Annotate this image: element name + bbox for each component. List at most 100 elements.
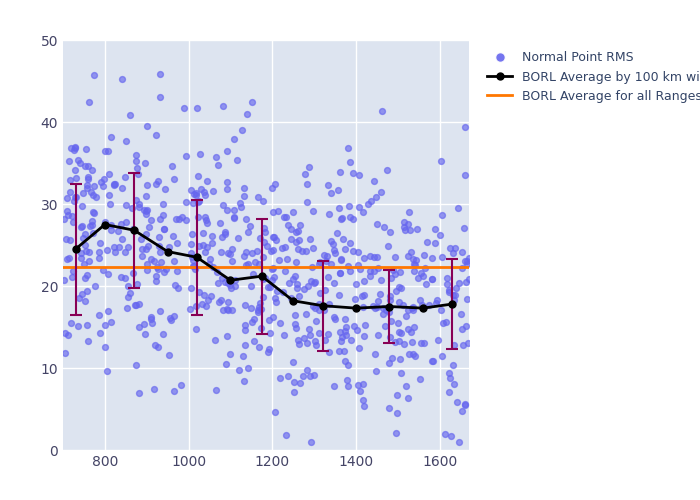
Point [172, 267, 183, 275]
Point [323, 182, 334, 190]
Point [402, 306, 413, 314]
Point [267, 184, 278, 192]
Point [199, 248, 210, 256]
Point [444, 288, 455, 296]
Point [217, 306, 228, 314]
Point [378, 304, 389, 312]
Point [334, 347, 345, 355]
Point [282, 220, 293, 228]
Point [267, 208, 279, 216]
Point [281, 432, 292, 440]
Point [60, 329, 71, 337]
Point [80, 298, 91, 306]
Point [282, 372, 293, 380]
Point [128, 270, 139, 278]
Point [226, 245, 237, 253]
Point [155, 70, 166, 78]
Point [132, 280, 143, 287]
Point [168, 312, 179, 320]
Point [300, 246, 312, 254]
Point [88, 182, 99, 190]
Point [150, 130, 162, 138]
Point [140, 210, 151, 218]
Point [323, 300, 335, 308]
Point [166, 316, 177, 324]
Point [390, 287, 401, 295]
Point [181, 216, 192, 224]
Point [428, 356, 439, 364]
Point [141, 180, 153, 188]
Point [281, 254, 293, 262]
Point [155, 258, 166, 266]
Point [358, 303, 369, 311]
Point [188, 262, 199, 270]
Point [77, 290, 88, 298]
Point [134, 323, 145, 331]
Point [252, 306, 263, 314]
Point [86, 166, 97, 174]
Point [416, 302, 428, 310]
Point [300, 310, 312, 318]
Point [255, 324, 266, 332]
Point [288, 388, 300, 396]
Point [243, 260, 254, 268]
Point [267, 313, 278, 321]
Point [214, 298, 225, 306]
Point [402, 394, 414, 402]
Point [410, 260, 421, 268]
Point [122, 244, 133, 252]
Point [150, 272, 162, 280]
Point [395, 268, 406, 276]
Point [269, 408, 280, 416]
Point [463, 254, 474, 262]
Point [203, 260, 214, 268]
Point [335, 328, 346, 336]
Point [148, 386, 159, 394]
Point [247, 270, 258, 278]
Point [437, 211, 448, 219]
Point [224, 280, 235, 288]
Point [225, 276, 236, 284]
Point [461, 295, 472, 303]
Point [132, 170, 144, 178]
Point [199, 191, 211, 199]
Point [434, 231, 445, 239]
Point [167, 232, 178, 240]
Point [407, 306, 419, 314]
Point [158, 268, 169, 276]
Point [202, 218, 213, 226]
Point [238, 192, 249, 200]
Point [407, 338, 418, 346]
Point [164, 350, 175, 358]
Point [188, 200, 199, 207]
Point [403, 220, 414, 228]
Point [235, 204, 246, 212]
Point [68, 146, 79, 154]
Point [403, 350, 414, 358]
Point [304, 372, 315, 380]
Point [340, 327, 351, 335]
Point [206, 232, 218, 240]
Point [193, 197, 204, 205]
Point [122, 282, 134, 290]
Point [98, 182, 109, 190]
Point [299, 334, 310, 342]
Point [144, 224, 155, 232]
Point [258, 276, 269, 283]
Point [400, 382, 412, 390]
Point [293, 292, 304, 300]
Point [190, 264, 201, 272]
Point [340, 332, 351, 340]
Point [158, 226, 169, 234]
Point [248, 336, 260, 344]
Point [455, 310, 466, 318]
Point [372, 220, 383, 228]
Point [405, 248, 416, 256]
Point [354, 344, 365, 352]
Point [146, 216, 157, 224]
Point [302, 198, 313, 206]
Point [78, 234, 89, 242]
Point [76, 223, 87, 231]
Point [333, 290, 344, 298]
Point [69, 192, 80, 200]
